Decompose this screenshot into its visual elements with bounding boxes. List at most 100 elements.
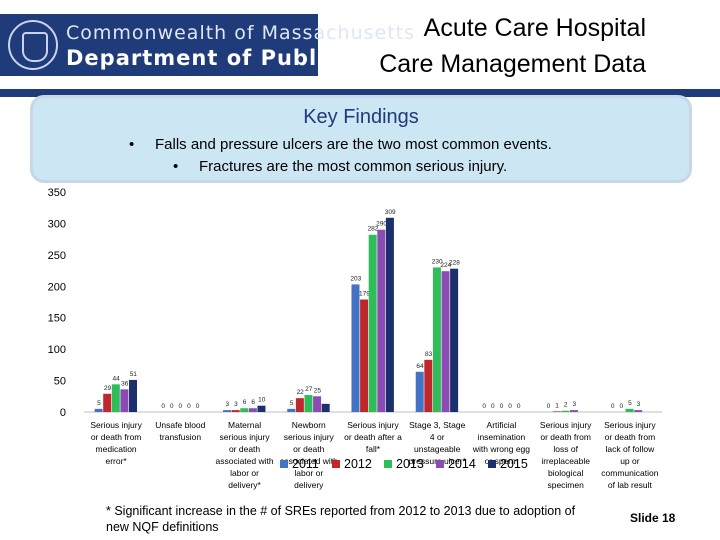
data-label: 22 xyxy=(297,389,305,396)
x-tick-label: fall* xyxy=(366,444,381,454)
x-tick-label: Serious injury xyxy=(90,420,142,430)
legend-swatch-2012 xyxy=(332,460,340,468)
data-label: 0 xyxy=(170,403,174,410)
x-tick-label: up or xyxy=(620,456,640,466)
x-tick-label: Newborn xyxy=(292,420,326,430)
data-label: 36 xyxy=(121,380,129,387)
slide-number: Slide 18 xyxy=(630,511,676,525)
x-tick-label: or death after a xyxy=(344,432,402,442)
legend-swatch-2015 xyxy=(488,460,496,468)
y-tick-label: 300 xyxy=(48,218,66,230)
bar-2014 xyxy=(634,410,643,412)
data-label: 0 xyxy=(547,403,551,410)
data-label: 179 xyxy=(359,290,370,297)
data-label: 0 xyxy=(161,403,165,410)
data-label: 25 xyxy=(314,387,322,394)
bullet-icon: • xyxy=(173,158,179,175)
data-label: 6 xyxy=(243,399,247,406)
header: Commonwealth of Massachusetts Department… xyxy=(0,0,720,90)
data-label: 3 xyxy=(226,401,230,408)
data-label: 0 xyxy=(196,403,200,410)
data-label: 1 xyxy=(555,402,559,409)
data-label: 83 xyxy=(425,351,433,358)
bar-2012 xyxy=(552,411,561,412)
x-tick-label: communication xyxy=(601,468,658,478)
bar-2012 xyxy=(424,359,433,412)
x-tick-label: loss of xyxy=(553,444,578,454)
y-tick-label: 0 xyxy=(60,407,66,419)
x-tick-label: associated with xyxy=(280,456,338,466)
bar-2011 xyxy=(223,410,232,412)
legend-label-2013: 2013 xyxy=(396,457,424,471)
data-label: 0 xyxy=(482,403,486,410)
x-tick-label: or death xyxy=(229,444,260,454)
data-label: 0 xyxy=(179,403,183,410)
bar-2013 xyxy=(304,395,313,412)
data-label: 2 xyxy=(564,402,568,409)
legend-label-2011: 2011 xyxy=(292,457,319,471)
x-tick-label: serious injury xyxy=(284,432,335,442)
x-tick-label: delivery xyxy=(294,480,324,490)
x-tick-label: transfusion xyxy=(160,432,202,442)
x-tick-label: biological xyxy=(548,468,584,478)
data-label: 64 xyxy=(416,363,424,370)
x-tick-label: 4 or xyxy=(430,432,445,442)
x-tick-label: unstageable xyxy=(414,444,461,454)
data-label: 27 xyxy=(305,386,313,393)
data-label: 0 xyxy=(491,403,495,410)
state-seal-icon xyxy=(8,20,58,70)
finding-item: • Fractures are the most common serious i… xyxy=(173,158,507,175)
x-tick-label: Unsafe blood xyxy=(155,420,205,430)
legend-swatch-2014 xyxy=(436,460,444,468)
x-tick-label: associated with xyxy=(215,456,273,466)
data-label: 0 xyxy=(611,403,615,410)
x-tick-label: or sperm xyxy=(485,456,519,466)
data-label: 5 xyxy=(290,400,294,407)
x-tick-label: lack of follow xyxy=(606,444,656,454)
data-label: 29 xyxy=(104,385,112,392)
data-label: 5 xyxy=(97,400,101,407)
y-tick-label: 100 xyxy=(48,344,66,356)
org-name-line1: Commonwealth of Massachusetts xyxy=(66,22,416,44)
bar-2011 xyxy=(287,408,296,412)
bar-2014 xyxy=(377,229,386,412)
data-label: 3 xyxy=(234,401,238,408)
x-tick-label: or death from xyxy=(540,432,591,442)
data-label: 0 xyxy=(508,403,512,410)
bar-2014 xyxy=(313,396,322,412)
legend-label-2015: 2015 xyxy=(500,457,528,471)
bar-2012 xyxy=(295,398,304,412)
legend-swatch-2011 xyxy=(280,460,288,468)
bar-2015 xyxy=(321,403,330,412)
legend-swatch-2013 xyxy=(384,460,392,468)
x-tick-label: serious injury xyxy=(220,432,271,442)
x-tick-label: Maternal xyxy=(228,420,261,430)
bar-2012 xyxy=(360,299,369,412)
bullet-icon: • xyxy=(129,136,135,153)
data-label: 3 xyxy=(637,401,641,408)
x-tick-label: labor or xyxy=(230,468,259,478)
x-tick-label: Serious injury xyxy=(347,420,399,430)
data-label: 309 xyxy=(385,209,396,216)
bar-2015 xyxy=(129,379,138,412)
org-name-line2: Department of Public Health xyxy=(66,46,432,70)
x-tick-label: or death from xyxy=(605,432,656,442)
x-tick-label: or death from xyxy=(91,432,142,442)
bar-2015 xyxy=(385,217,394,412)
data-label: 0 xyxy=(500,403,504,410)
bar-2013 xyxy=(368,234,377,412)
x-tick-label: Serious injury xyxy=(604,420,656,430)
bar-2013 xyxy=(111,384,120,412)
data-label: 0 xyxy=(517,403,521,410)
slide-title-line1: Acute Care Hospital xyxy=(423,14,646,42)
data-label: 203 xyxy=(350,275,361,282)
data-label: 10 xyxy=(258,397,266,404)
x-tick-label: or death xyxy=(293,444,324,454)
data-label: 3 xyxy=(572,401,576,408)
key-findings-title: Key Findings xyxy=(303,106,419,128)
data-label: 228 xyxy=(449,260,460,267)
x-tick-label: delivery* xyxy=(228,480,261,490)
slide-title: Acute Care Hospital Care Management Data xyxy=(340,10,710,82)
x-tick-label: Serious injury xyxy=(540,420,592,430)
